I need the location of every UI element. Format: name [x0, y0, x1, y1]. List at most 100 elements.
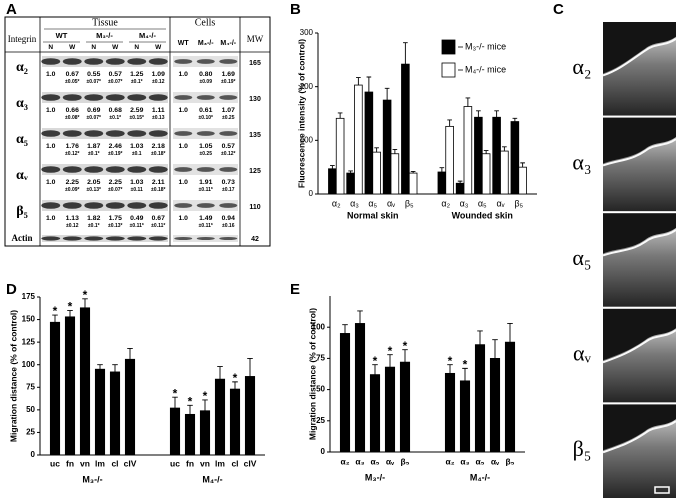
fold-change-error: ±0.08* — [65, 115, 79, 121]
fold-change: 1.0 — [179, 71, 189, 78]
blot-band — [219, 167, 238, 172]
error-bar — [384, 87, 390, 101]
error-bar — [374, 147, 379, 153]
fold-change-error: ±0.19* — [221, 79, 235, 85]
fold-change: 1.75 — [109, 215, 122, 222]
blot-band — [105, 130, 125, 137]
error-bar — [494, 110, 499, 118]
x-tick-label: vn — [80, 458, 90, 468]
blot-band — [127, 94, 147, 101]
error-bar — [447, 119, 452, 127]
error-bar — [492, 339, 498, 359]
x-tick-label: α₅ — [370, 456, 379, 466]
blot-band — [196, 167, 215, 172]
x-tick-label: lm — [215, 458, 225, 468]
error-bar — [357, 310, 363, 324]
fold-change: 1.49 — [199, 215, 212, 222]
fold-change: 0.57 — [109, 71, 122, 78]
significance-mark: * — [68, 300, 73, 314]
fold-change-error: ±0.13 — [152, 115, 165, 121]
fold-change: 1.0 — [46, 143, 56, 150]
fold-change-error: ±0.07* — [87, 115, 101, 121]
fold-change-error: ±0.15* — [130, 115, 144, 121]
error-bar — [247, 357, 253, 377]
basement-membrane — [602, 420, 676, 454]
fold-change: 1.69 — [222, 71, 235, 78]
x-tick-label: αᵥ — [386, 456, 395, 466]
x-tick-label: β₅ — [405, 198, 414, 208]
genotype-header: M₄-/- — [220, 40, 236, 47]
y-tick-label: 100 — [312, 322, 326, 331]
blot-strip — [42, 128, 168, 139]
bar — [328, 168, 337, 195]
genotype-header: WT — [178, 40, 190, 47]
fold-change: 0.69 — [87, 107, 100, 114]
fold-change-error: ±0.05* — [65, 79, 79, 85]
group-label: M₄-/- — [470, 472, 490, 482]
fold-change-error: ±0.11* — [130, 223, 144, 229]
y-tick-label: 100 — [22, 360, 36, 369]
blot-strip — [42, 164, 168, 175]
integrin-label: Actin — [12, 233, 33, 243]
fold-change-error: ±0.17 — [222, 187, 235, 193]
fold-change-error: ±0.07* — [87, 79, 101, 85]
blot-band — [196, 131, 215, 136]
fold-change: 0.55 — [87, 71, 100, 78]
fold-change: 0.80 — [199, 71, 212, 78]
blot-band — [127, 166, 147, 173]
bar — [489, 357, 501, 453]
significance-mark: * — [203, 389, 208, 403]
error-bar — [232, 381, 238, 390]
fold-change-error: ±0.10* — [199, 115, 213, 121]
fold-change-error: ±0.25 — [200, 151, 213, 157]
blot-band — [148, 58, 168, 65]
blot-band — [219, 95, 238, 100]
tissue-region — [603, 419, 676, 498]
x-tick-label: uc — [170, 458, 180, 468]
error-bar — [512, 117, 518, 122]
blot-band — [174, 95, 193, 100]
bar — [384, 366, 396, 453]
fold-change: 1.0 — [46, 107, 56, 114]
tissue-region — [603, 36, 676, 116]
fold-change-error: ±0.16 — [222, 223, 235, 229]
bar — [199, 410, 211, 456]
fold-change: 0.67 — [152, 215, 165, 222]
condition-header: W — [69, 44, 76, 51]
significance-mark: * — [188, 395, 193, 409]
panel-label: D — [6, 281, 17, 298]
x-tick-label: fn — [186, 458, 194, 468]
significance-mark: * — [448, 354, 453, 368]
group-label: Normal skin — [347, 210, 399, 220]
bar — [492, 116, 501, 195]
bar — [169, 407, 181, 456]
error-bar — [439, 167, 445, 172]
bar — [244, 376, 256, 456]
significance-mark: * — [463, 358, 468, 372]
error-bar — [127, 348, 133, 360]
error-bar — [342, 324, 348, 334]
blot-band — [62, 236, 82, 241]
fold-change: 1.91 — [199, 179, 212, 186]
tissue-region — [603, 227, 676, 307]
error-bar — [97, 364, 103, 370]
bar — [49, 321, 61, 456]
micrograph-label: α₅ — [572, 245, 591, 270]
x-tick-label: β₅ — [514, 198, 523, 208]
x-tick-label: α₂ — [445, 456, 454, 466]
blot-band — [84, 166, 104, 173]
fold-change: 1.25 — [130, 71, 143, 78]
group-label: M₃-/- — [365, 472, 385, 482]
blot-band — [174, 236, 193, 241]
legend-label: M₃-/- mice — [465, 41, 506, 51]
fold-change: 2.25 — [109, 179, 122, 186]
blot-band — [105, 202, 125, 209]
fold-change-error: ±0.13* — [87, 187, 101, 193]
bar — [474, 344, 486, 453]
error-bar — [507, 323, 513, 343]
fold-change-error: ±0.07* — [108, 79, 122, 85]
basement-membrane — [602, 229, 676, 257]
genotype-header: M₃-/- — [198, 40, 214, 47]
scale-bar — [654, 486, 670, 494]
